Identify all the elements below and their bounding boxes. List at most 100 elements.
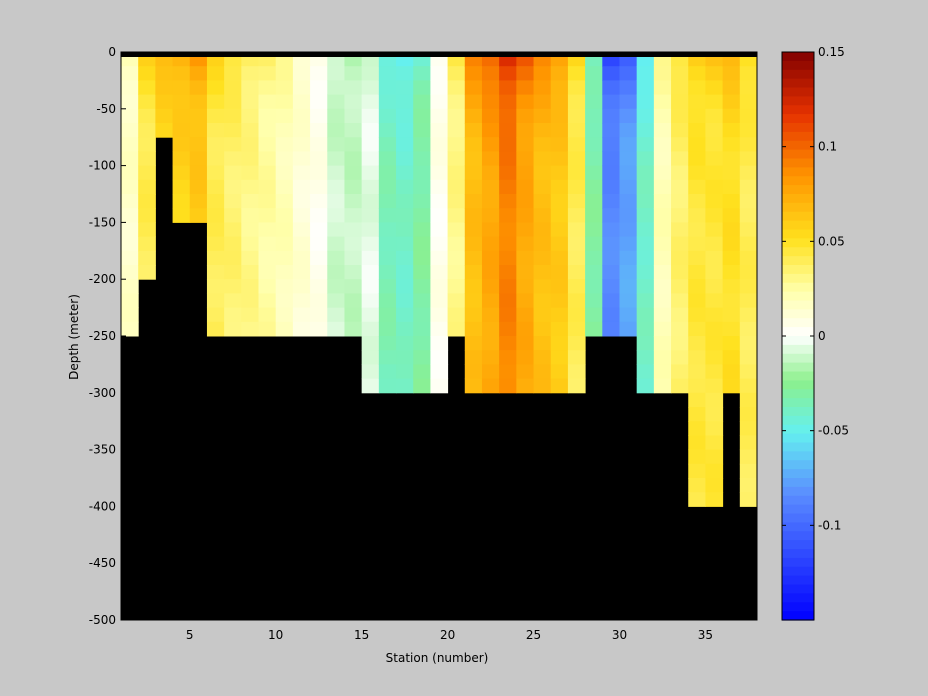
heatmap-cell bbox=[705, 350, 724, 365]
heatmap-cell bbox=[567, 123, 586, 138]
colorbar-segment bbox=[782, 265, 814, 275]
heatmap-cell bbox=[292, 108, 311, 124]
heatmap-cell bbox=[567, 350, 586, 365]
heatmap-cell bbox=[206, 236, 225, 252]
heatmap-cell bbox=[567, 208, 586, 223]
heatmap-cell bbox=[327, 151, 345, 167]
colorbar-segment bbox=[782, 575, 814, 586]
heatmap-cell bbox=[585, 307, 603, 323]
heatmap-cell bbox=[378, 165, 397, 181]
colorbar-segment bbox=[782, 380, 814, 390]
heatmap-cell bbox=[671, 123, 689, 138]
heatmap-cell bbox=[533, 279, 552, 294]
heatmap-cell bbox=[688, 179, 706, 195]
heatmap-cell bbox=[378, 321, 397, 337]
heatmap-cell bbox=[585, 250, 603, 266]
heatmap-cell bbox=[310, 165, 328, 181]
heatmap-cell bbox=[533, 66, 552, 81]
heatmap-cell bbox=[206, 151, 225, 167]
heatmap-cell bbox=[619, 222, 638, 238]
heatmap-cell bbox=[653, 350, 672, 365]
heatmap-cell bbox=[481, 321, 500, 337]
heatmap-cell bbox=[172, 66, 191, 81]
heatmap-cell bbox=[722, 293, 741, 309]
heatmap-cell bbox=[206, 279, 225, 294]
heatmap-cell bbox=[327, 222, 345, 238]
heatmap-cell bbox=[413, 378, 431, 394]
heatmap-cell bbox=[206, 123, 225, 138]
heatmap-cell bbox=[138, 66, 156, 81]
heatmap-cell bbox=[739, 137, 758, 152]
heatmap-cell bbox=[310, 137, 328, 152]
heatmap-cell bbox=[396, 307, 414, 323]
heatmap-cell bbox=[602, 108, 620, 124]
heatmap-cell bbox=[172, 179, 191, 195]
heatmap-cell bbox=[516, 307, 535, 323]
heatmap-cell bbox=[138, 94, 156, 110]
heatmap-cell bbox=[516, 179, 535, 195]
heatmap-cell bbox=[567, 250, 586, 266]
heatmap-cell bbox=[636, 165, 655, 181]
heatmap-cell bbox=[671, 236, 689, 252]
heatmap-cell bbox=[722, 336, 741, 351]
heatmap-cell bbox=[189, 123, 208, 138]
heatmap-cell bbox=[516, 336, 535, 351]
heatmap-cell bbox=[739, 94, 758, 110]
heatmap-cell bbox=[705, 407, 724, 422]
heatmap-cell bbox=[138, 250, 156, 266]
surface-line bbox=[121, 52, 757, 57]
colorbar-segment bbox=[782, 229, 814, 239]
heatmap-cell bbox=[705, 194, 724, 209]
heatmap-cell bbox=[258, 66, 277, 81]
heatmap-cell bbox=[739, 407, 758, 422]
heatmap-cell bbox=[619, 307, 638, 323]
heatmap-cell bbox=[172, 108, 191, 124]
heatmap-cell bbox=[619, 265, 638, 280]
heatmap-cell bbox=[224, 165, 242, 181]
heatmap-cell bbox=[121, 66, 139, 81]
heatmap-cell bbox=[413, 307, 431, 323]
heatmap-cell bbox=[396, 108, 414, 124]
heatmap-cell bbox=[258, 250, 277, 266]
colorbar-segment bbox=[782, 557, 814, 568]
heatmap-cell bbox=[275, 137, 294, 152]
heatmap-cell bbox=[705, 137, 724, 152]
heatmap-cell bbox=[189, 80, 208, 96]
heatmap-cell bbox=[464, 66, 483, 81]
heatmap-cell bbox=[636, 350, 655, 365]
heatmap-cell bbox=[636, 336, 655, 351]
colorbar-segment bbox=[782, 327, 814, 337]
heatmap-cell bbox=[705, 492, 724, 507]
heatmap-cell bbox=[739, 478, 758, 493]
heatmap-cell bbox=[189, 66, 208, 81]
heatmap-cell bbox=[464, 378, 483, 394]
heatmap-cell bbox=[464, 350, 483, 365]
heatmap-cell bbox=[671, 194, 689, 209]
x-tick-label: 10 bbox=[268, 628, 283, 642]
heatmap-cell bbox=[327, 307, 345, 323]
heatmap-cell bbox=[705, 179, 724, 195]
heatmap-cell bbox=[499, 265, 517, 280]
heatmap-cell bbox=[499, 94, 517, 110]
heatmap-cell bbox=[292, 137, 311, 152]
heatmap-cell bbox=[258, 194, 277, 209]
heatmap-cell bbox=[327, 279, 345, 294]
heatmap-cell bbox=[361, 279, 380, 294]
heatmap-cell bbox=[292, 208, 311, 223]
heatmap-cell bbox=[499, 364, 517, 380]
heatmap-cell bbox=[671, 208, 689, 223]
heatmap-cell bbox=[653, 108, 672, 124]
heatmap-cell bbox=[619, 66, 638, 81]
heatmap-cell bbox=[361, 137, 380, 152]
colorbar-segment bbox=[782, 282, 814, 293]
heatmap-cell bbox=[636, 307, 655, 323]
colorbar: 0.15 0.1 0.05 0 -0.05 -0.1 bbox=[781, 45, 849, 621]
heatmap-cell bbox=[378, 137, 397, 152]
heatmap-cell bbox=[292, 165, 311, 181]
heatmap-cell bbox=[430, 293, 449, 309]
heatmap-cell bbox=[481, 151, 500, 167]
heatmap-cell bbox=[671, 336, 689, 351]
heatmap-cell bbox=[224, 80, 242, 96]
heatmap-cell bbox=[138, 179, 156, 195]
heatmap-cell bbox=[361, 194, 380, 209]
